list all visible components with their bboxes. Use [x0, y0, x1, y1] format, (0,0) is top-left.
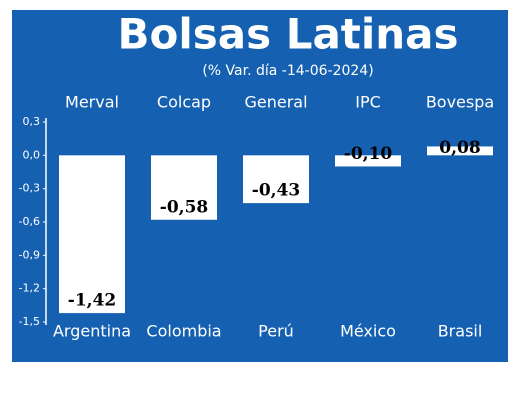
y-tick-label: -1,2 — [19, 282, 40, 295]
value-label: -1,42 — [68, 291, 116, 311]
bar — [243, 155, 309, 204]
y-tick-label: 0,0 — [23, 148, 41, 161]
chart-title: Bolsas Latinas — [117, 10, 458, 59]
value-label: -0,58 — [160, 197, 208, 217]
bar — [335, 155, 401, 167]
x-tick-label: Argentina — [53, 322, 131, 341]
bar — [151, 155, 217, 220]
x-tick-label: México — [340, 322, 396, 341]
value-label: -0,10 — [344, 144, 393, 164]
y-tick-label: -0,9 — [19, 248, 40, 261]
index-label: General — [244, 93, 307, 112]
index-label: IPC — [355, 93, 381, 112]
chart-subtitle: (% Var. día -14-06-2024) — [202, 63, 373, 79]
index-label: Bovespa — [426, 93, 494, 112]
x-tick-label: Colombia — [146, 322, 221, 341]
y-tick-label: -1,5 — [19, 315, 40, 328]
bar — [59, 155, 125, 314]
y-tick-label: 0,3 — [23, 115, 41, 128]
index-label: Merval — [65, 93, 119, 112]
index-label: Colcap — [157, 93, 211, 112]
bar — [427, 146, 493, 156]
y-tick-label: -0,3 — [19, 182, 40, 195]
x-tick-label: Brasil — [438, 322, 483, 341]
y-tick-label: -0,6 — [19, 215, 40, 228]
value-label: -0,43 — [252, 181, 300, 201]
x-tick-label: Perú — [258, 322, 294, 341]
value-label: 0,08 — [439, 138, 480, 158]
